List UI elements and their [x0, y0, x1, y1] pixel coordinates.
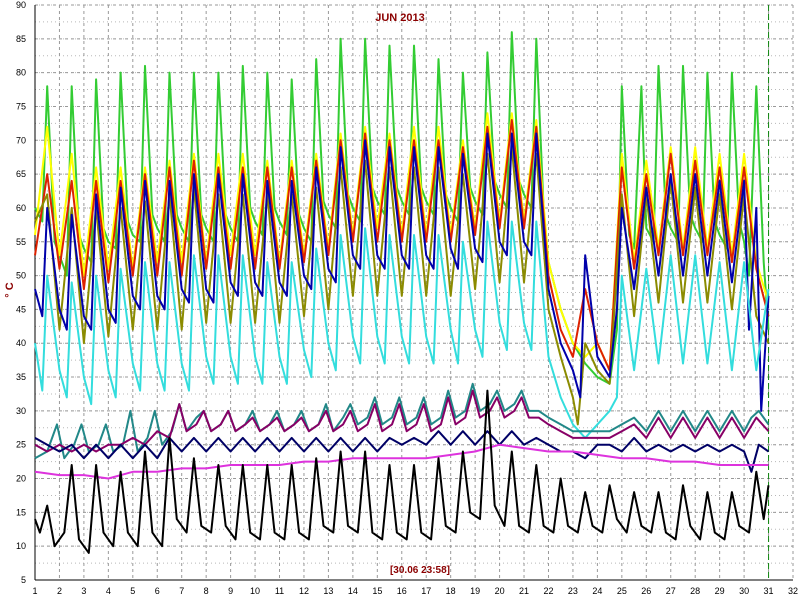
y-tick-label: 75	[16, 101, 26, 111]
series-line-3	[34, 119, 770, 372]
y-tick-label: 20	[16, 474, 26, 484]
x-tick-label: 14	[348, 586, 358, 596]
x-tick-label: 19	[470, 586, 480, 596]
x-tick-label: 20	[495, 586, 505, 596]
x-tick-label: 23	[568, 586, 578, 596]
x-tick-label: 3	[81, 586, 86, 596]
y-tick-label: 50	[16, 271, 26, 281]
x-tick-label: 7	[179, 586, 184, 596]
series-line-6	[34, 220, 770, 439]
x-tick-label: 4	[106, 586, 111, 596]
y-axis-label: ° C	[4, 282, 16, 297]
y-tick-label: 35	[16, 372, 26, 382]
x-tick-label: 15	[372, 586, 382, 596]
x-tick-label: 22	[543, 586, 553, 596]
x-tick-label: 6	[155, 586, 160, 596]
x-tick-label: 32	[788, 586, 798, 596]
series-line-10	[34, 443, 769, 480]
x-tick-label: 5	[130, 586, 135, 596]
x-tick-label: 24	[592, 586, 602, 596]
y-tick-label: 30	[16, 406, 26, 416]
x-tick-label: 21	[519, 586, 529, 596]
x-tick-label: 26	[641, 586, 651, 596]
x-tick-label: 9	[228, 586, 233, 596]
y-tick-label: 10	[16, 541, 26, 551]
y-tick-label: 80	[16, 68, 26, 78]
x-tick-label: 18	[446, 586, 456, 596]
series-line-11	[34, 389, 770, 554]
series-group	[34, 31, 770, 554]
chart-title: JUN 2013	[375, 12, 425, 24]
y-tick-label: 5	[21, 575, 26, 585]
timestamp-label: [30.06 23:58]	[390, 565, 450, 576]
x-tick-labels: 1 2 3 4 5 6 7 8 9 10 11 12 13 14 15 16 17 18 19 20 21 22 23 24 2…	[32, 586, 798, 596]
y-tick-label: 15	[16, 507, 26, 517]
x-tick-label: 29	[715, 586, 725, 596]
x-tick-label: 30	[739, 586, 749, 596]
y-tick-labels: 5 10 15 20 25 30 35 40 45 50 55 60 65 70 75 80 85 90	[16, 0, 26, 585]
x-tick-label: 8	[204, 586, 209, 596]
y-tick-label: 85	[16, 34, 26, 44]
y-tick-label: 65	[16, 169, 26, 179]
x-tick-label: 28	[690, 586, 700, 596]
y-tick-label: 40	[16, 338, 26, 348]
x-tick-label: 11	[275, 586, 284, 596]
x-tick-label: 13	[323, 586, 333, 596]
y-tick-label: 90	[16, 0, 26, 10]
x-tick-label: 16	[397, 586, 407, 596]
y-tick-label: 60	[16, 203, 26, 213]
x-tick-label: 17	[421, 586, 431, 596]
series-line-4	[34, 146, 770, 426]
x-tick-label: 10	[250, 586, 260, 596]
x-tick-label: 27	[666, 586, 676, 596]
y-tick-label: 55	[16, 237, 26, 247]
series-line-5	[34, 132, 770, 412]
x-tick-label: 31	[764, 586, 774, 596]
y-tick-label: 25	[16, 440, 26, 450]
series-line-8	[34, 389, 770, 453]
x-tick-label: 25	[617, 586, 627, 596]
x-tick-label: 2	[57, 586, 62, 596]
x-tick-label: 12	[299, 586, 309, 596]
y-tick-label: 70	[16, 135, 26, 145]
series-line-7	[34, 382, 770, 460]
x-tick-label: 1	[32, 586, 37, 596]
series-line-9	[34, 430, 770, 473]
y-tick-label: 45	[16, 304, 26, 314]
